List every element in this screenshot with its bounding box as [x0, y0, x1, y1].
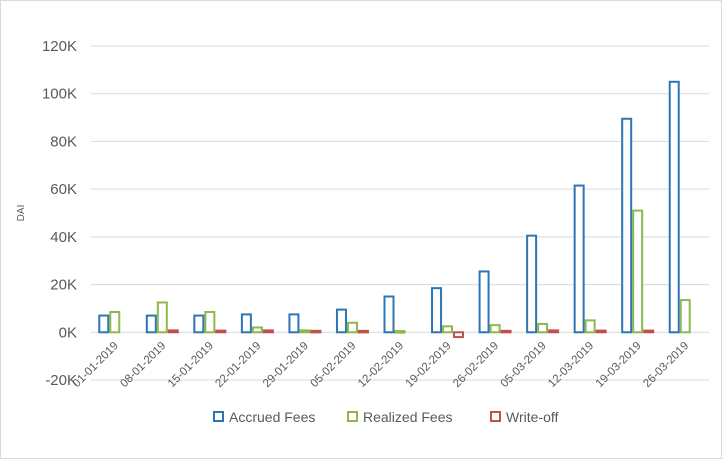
bar-write-off: [215, 329, 227, 334]
bar-realized-fees: [442, 325, 454, 334]
bar-realized-fees: [394, 330, 406, 334]
bar-realized-fees: [299, 329, 311, 334]
bar-accrued-fees: [288, 313, 300, 334]
legend-swatch: [213, 411, 224, 422]
bar-accrued-fees: [193, 314, 205, 334]
x-tick-label: 12-02-2019: [356, 340, 406, 390]
y-tick-label: 20K: [50, 277, 77, 294]
x-tick-label: 15-01-2019: [166, 340, 216, 390]
x-tick-label: 19-03-2019: [594, 340, 644, 390]
bar-realized-fees: [204, 311, 216, 334]
x-tick-label: 19-02-2019: [404, 340, 454, 390]
bar-accrued-fees: [621, 117, 633, 334]
x-tick-label: 29-01-2019: [261, 340, 311, 390]
bar-write-off: [453, 331, 465, 339]
bar-accrued-fees: [668, 80, 680, 334]
bar-accrued-fees: [383, 295, 395, 334]
x-tick-label: 26-02-2019: [451, 340, 501, 390]
y-tick-label: 0K: [59, 324, 77, 341]
y-tick-label: 80K: [50, 133, 77, 150]
legend-swatch: [347, 411, 358, 422]
legend-swatch: [490, 411, 501, 422]
bar-write-off: [262, 329, 274, 334]
bar-accrued-fees: [335, 308, 347, 334]
bar-accrued-fees: [573, 184, 585, 334]
bar-realized-fees: [109, 311, 121, 334]
y-tick-label: 60K: [50, 181, 77, 198]
bar-write-off: [167, 329, 179, 334]
bar-realized-fees: [584, 319, 596, 334]
x-tick-label: 05-02-2019: [308, 340, 358, 390]
bar-write-off: [357, 329, 369, 334]
x-tick-label: 01-01-2019: [71, 340, 121, 390]
x-tick-label: 05-03-2019: [499, 340, 549, 390]
bar-write-off: [643, 329, 655, 334]
y-tick-label: 120K: [42, 38, 77, 55]
bar-accrued-fees: [98, 314, 110, 334]
x-tick-label: 08-01-2019: [118, 340, 168, 390]
bar-realized-fees: [679, 299, 691, 334]
y-tick-label: 100K: [42, 86, 77, 103]
bar-realized-fees: [251, 326, 263, 334]
y-tick-label: -20K: [45, 372, 77, 389]
y-tick-label: 40K: [50, 229, 77, 246]
bar-accrued-fees: [240, 313, 252, 334]
legend-label: Write-off: [506, 409, 558, 425]
bar-realized-fees: [346, 321, 358, 334]
x-tick-label: 26-03-2019: [641, 340, 691, 390]
bar-write-off: [310, 329, 322, 334]
bar-accrued-fees: [431, 287, 443, 334]
bar-realized-fees: [156, 301, 168, 334]
bar-realized-fees: [632, 209, 644, 334]
legend-label: Realized Fees: [363, 409, 453, 425]
bar-accrued-fees: [478, 270, 490, 334]
x-tick-label: 22-01-2019: [213, 340, 263, 390]
bar-realized-fees: [537, 322, 549, 334]
bar-write-off: [595, 329, 607, 334]
y-axis-title: DAI: [16, 205, 27, 222]
bar-write-off: [548, 329, 560, 334]
bar-accrued-fees: [526, 234, 538, 334]
legend-label: Accrued Fees: [229, 409, 315, 425]
x-tick-label: 12-03-2019: [546, 340, 596, 390]
bar-realized-fees: [489, 324, 501, 334]
bar-accrued-fees: [145, 314, 157, 334]
bar-write-off: [500, 329, 512, 334]
